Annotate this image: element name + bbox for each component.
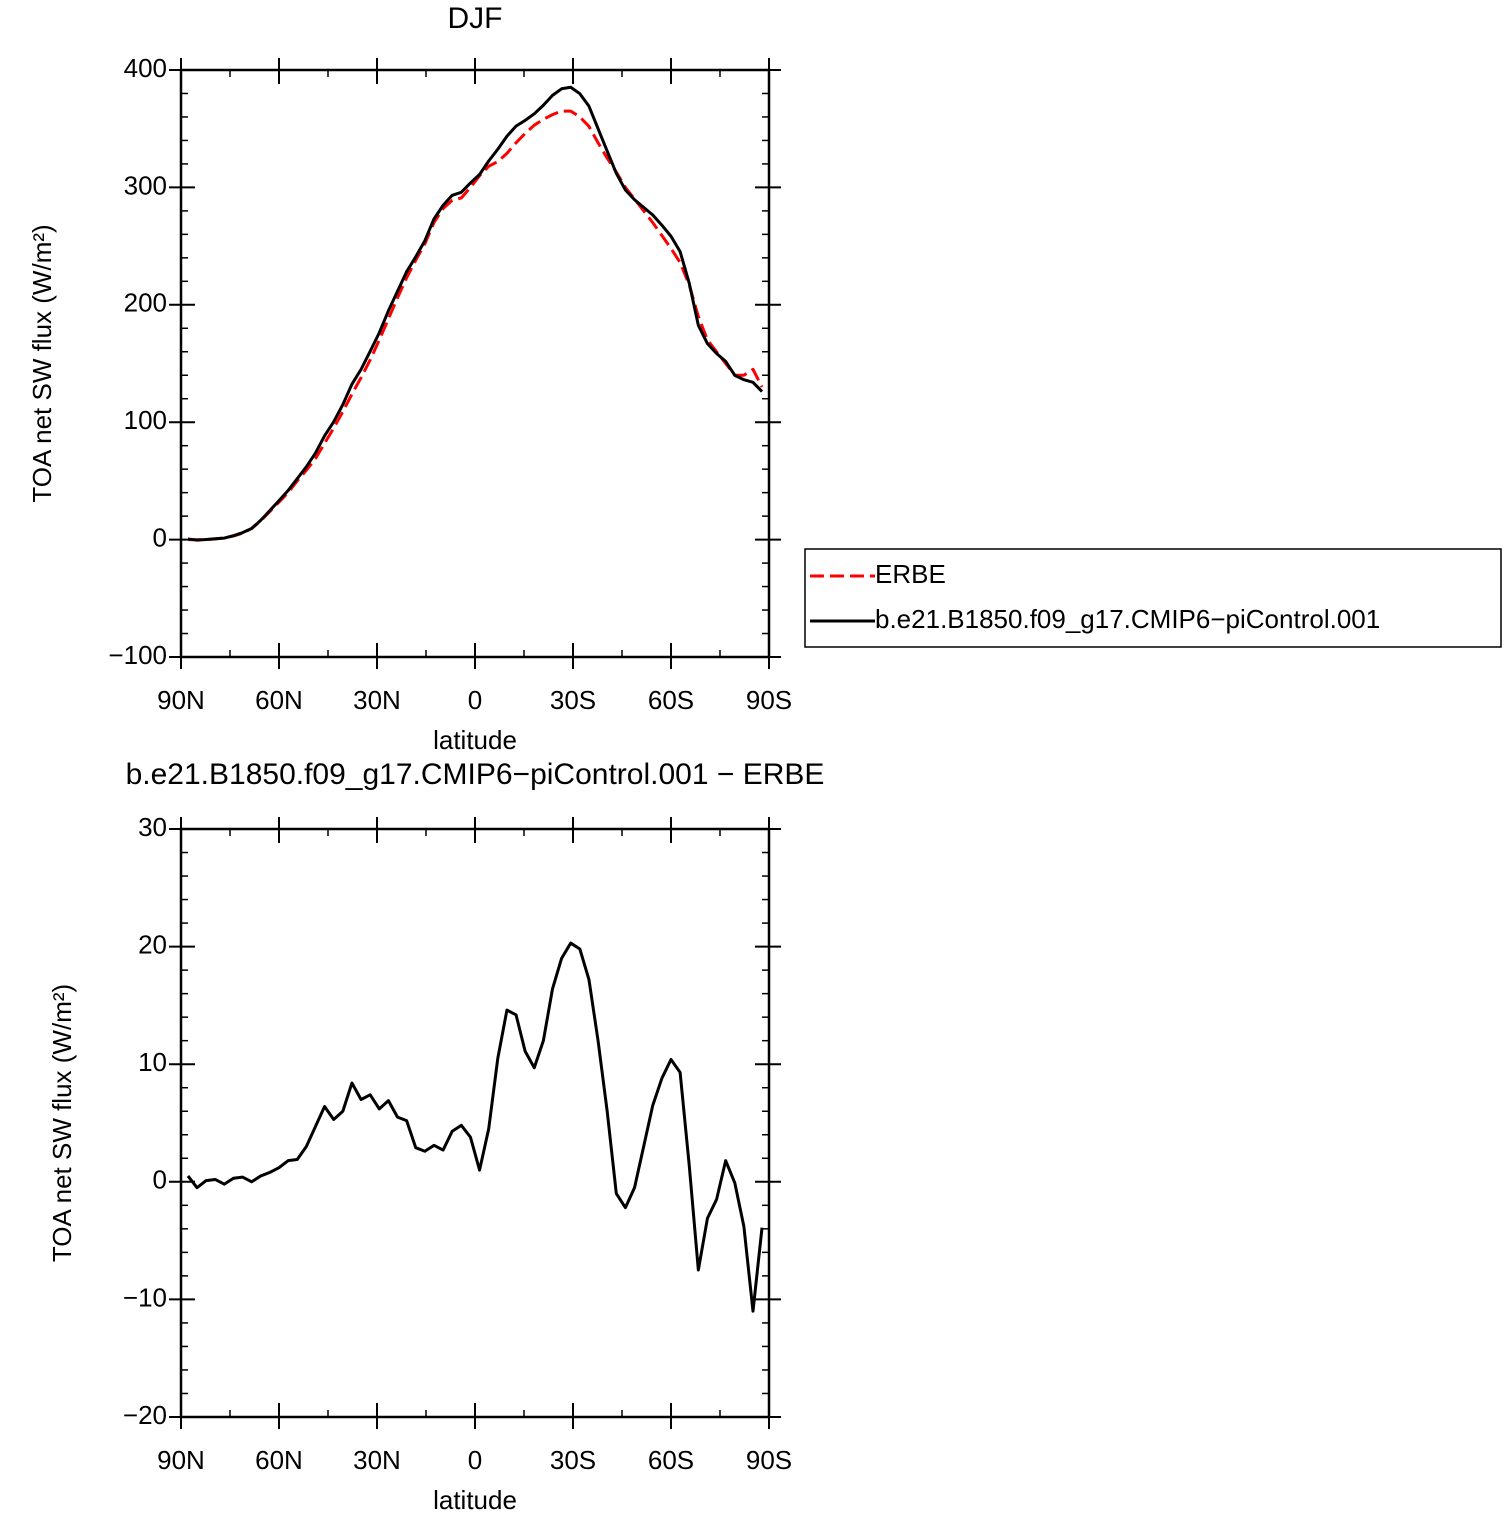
data-line bbox=[187, 109, 764, 542]
legend-label: ERBE bbox=[875, 559, 946, 589]
x-tick-label: 60N bbox=[255, 685, 303, 715]
plot-frame bbox=[179, 827, 771, 1419]
data-line bbox=[187, 85, 764, 542]
y-axis-label: TOA net SW flux (W/m²) bbox=[47, 984, 77, 1262]
x-tick-label: 30N bbox=[353, 685, 401, 715]
y-axis-label: TOA net SW flux (W/m²) bbox=[27, 224, 57, 502]
x-tick-label: 90N bbox=[157, 1445, 205, 1475]
y-tick-label: 300 bbox=[124, 170, 167, 200]
y-tick-label: 20 bbox=[138, 929, 167, 959]
y-tick-label: 10 bbox=[138, 1047, 167, 1077]
y-tick-label: −20 bbox=[123, 1400, 167, 1430]
x-tick-label: 60S bbox=[648, 1445, 694, 1475]
y-tick-label: 400 bbox=[124, 53, 167, 83]
x-axis-label: latitude bbox=[433, 1485, 517, 1515]
y-tick-label: 0 bbox=[153, 1165, 167, 1195]
x-tick-label: 30S bbox=[550, 1445, 596, 1475]
x-axis-label: latitude bbox=[433, 725, 517, 755]
chart-title: DJF bbox=[448, 2, 503, 35]
x-tick-label: 30N bbox=[353, 1445, 401, 1475]
legend-label: b.e21.B1850.f09_g17.CMIP6−piControl.001 bbox=[875, 604, 1380, 634]
x-tick-label: 0 bbox=[468, 685, 482, 715]
y-tick-label: 200 bbox=[124, 288, 167, 318]
y-tick-label: −10 bbox=[123, 1282, 167, 1312]
x-tick-label: 90S bbox=[746, 1445, 792, 1475]
legend-box bbox=[804, 548, 1502, 648]
y-tick-label: 30 bbox=[138, 812, 167, 842]
chart-title: b.e21.B1850.f09_g17.CMIP6−piControl.001 … bbox=[126, 758, 825, 791]
x-tick-label: 60S bbox=[648, 685, 694, 715]
x-tick-label: 90S bbox=[746, 685, 792, 715]
x-tick-label: 30S bbox=[550, 685, 596, 715]
data-line bbox=[186, 941, 764, 1313]
x-tick-label: 90N bbox=[157, 685, 205, 715]
y-tick-label: 100 bbox=[124, 405, 167, 435]
plot-frame bbox=[179, 68, 771, 659]
x-tick-label: 0 bbox=[468, 1445, 482, 1475]
y-tick-label: 0 bbox=[153, 522, 167, 552]
x-tick-label: 60N bbox=[255, 1445, 303, 1475]
y-tick-label: −100 bbox=[108, 640, 167, 670]
